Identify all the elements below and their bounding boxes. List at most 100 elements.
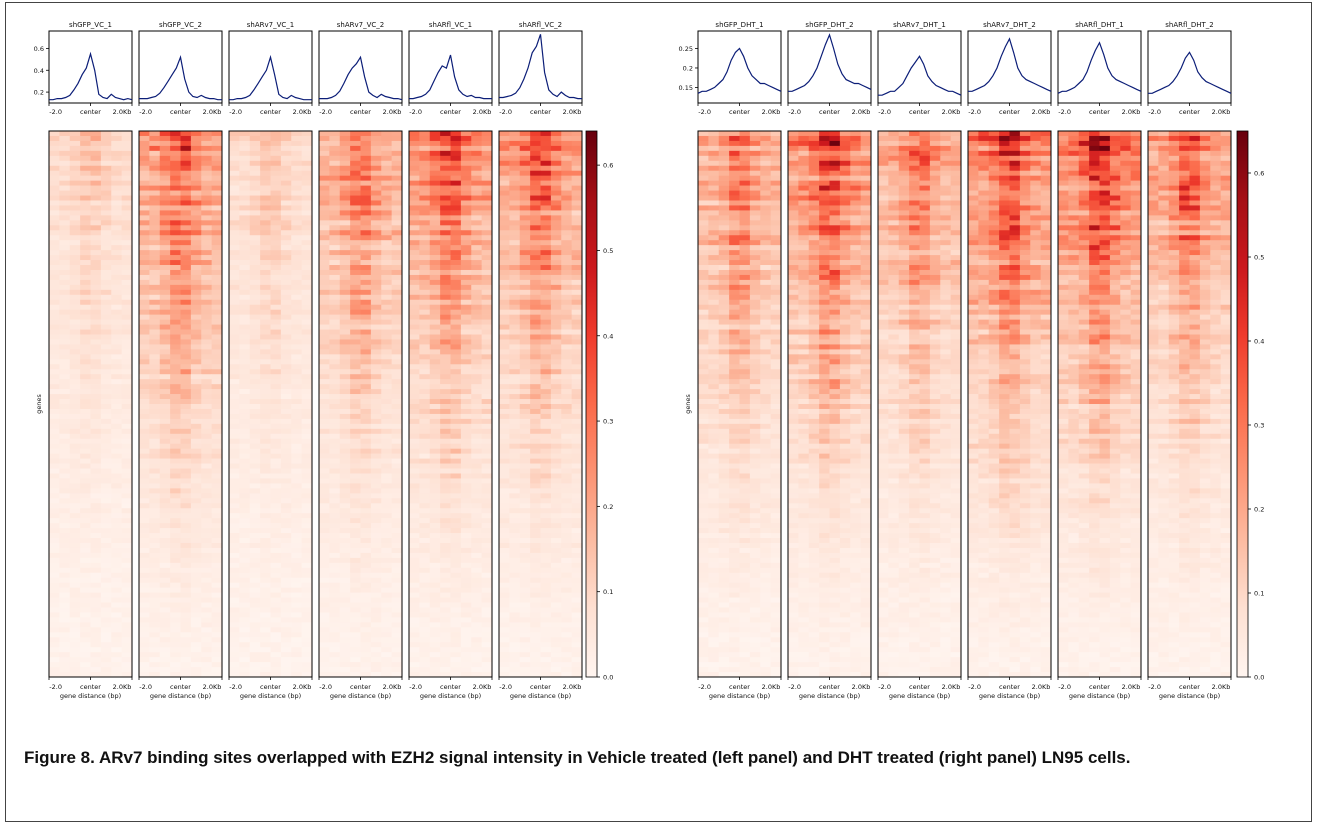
heatmap-cell bbox=[180, 185, 192, 191]
heatmap-cell bbox=[90, 289, 102, 296]
heatmap-cell bbox=[90, 195, 102, 201]
heatmap-cell bbox=[211, 344, 223, 350]
heatmap-cell bbox=[419, 518, 431, 524]
heatmap-cell bbox=[59, 652, 71, 658]
heatmap-cell bbox=[509, 140, 521, 147]
heatmap-cell bbox=[519, 225, 531, 231]
heatmap-cell bbox=[291, 265, 303, 271]
heatmap-cell bbox=[80, 135, 91, 142]
heatmap-cell bbox=[239, 255, 251, 261]
heatmap-cell bbox=[519, 245, 531, 251]
heatmap-cell bbox=[499, 359, 510, 365]
heatmap-cell bbox=[370, 289, 382, 296]
heatmap-cell bbox=[409, 592, 420, 598]
heatmap-cell bbox=[291, 135, 303, 142]
heatmap-cell bbox=[319, 528, 330, 534]
heatmap-cell bbox=[229, 185, 240, 191]
heatmap-cell bbox=[270, 160, 282, 167]
heatmap-cell bbox=[49, 547, 60, 554]
heatmap-cell bbox=[90, 498, 102, 504]
heatmap-cell bbox=[190, 155, 202, 162]
heatmap-cell bbox=[450, 170, 462, 176]
heatmap-cell bbox=[429, 235, 441, 241]
heatmap-cell bbox=[49, 627, 60, 633]
heatmap-cell bbox=[391, 622, 403, 628]
heatmap-cell bbox=[381, 175, 393, 181]
heatmap-cell bbox=[370, 344, 382, 350]
heatmap-cell bbox=[370, 329, 382, 335]
heatmap-cell bbox=[121, 562, 133, 569]
heatmap-cell bbox=[429, 418, 441, 425]
heatmap-cell bbox=[260, 523, 271, 529]
heatmap-cell bbox=[561, 399, 573, 405]
heatmap-cell bbox=[419, 622, 431, 628]
heatmap-cell bbox=[249, 220, 261, 226]
heatmap-cell bbox=[409, 205, 420, 211]
heatmap-cell bbox=[260, 399, 271, 405]
heatmap-cell bbox=[339, 379, 351, 385]
heatmap-cell bbox=[139, 260, 150, 266]
heatmap-cell bbox=[350, 597, 361, 603]
heatmap-cell bbox=[201, 597, 213, 603]
heatmap-cell bbox=[440, 319, 451, 325]
heatmap-cell bbox=[350, 498, 361, 504]
heatmap-cell bbox=[339, 483, 351, 489]
heatmap-cell bbox=[350, 627, 361, 633]
heatmap-cell bbox=[170, 284, 181, 291]
heatmap-cell bbox=[260, 279, 271, 286]
heatmap-cell bbox=[229, 423, 240, 430]
heatmap-cell bbox=[339, 150, 351, 157]
heatmap-cell bbox=[170, 220, 181, 226]
heatmap-cell bbox=[460, 542, 472, 549]
heatmap-cell bbox=[90, 240, 102, 246]
heatmap-cell bbox=[291, 458, 303, 464]
heatmap-cell bbox=[561, 334, 573, 340]
heatmap-cell bbox=[100, 131, 112, 137]
heatmap-cell bbox=[319, 314, 330, 320]
heatmap-cell bbox=[291, 672, 303, 678]
heatmap-cell bbox=[100, 572, 112, 579]
heatmap-cell bbox=[370, 215, 382, 221]
heatmap-cell bbox=[429, 428, 441, 435]
heatmap-cell bbox=[471, 304, 483, 310]
heatmap-cell bbox=[440, 195, 451, 201]
heatmap-cell bbox=[239, 329, 251, 335]
heatmap-cell bbox=[409, 672, 420, 678]
heatmap-cell bbox=[280, 255, 292, 261]
heatmap-cell bbox=[329, 399, 341, 405]
heatmap-cell bbox=[111, 170, 123, 176]
heatmap-cell bbox=[201, 572, 213, 579]
heatmap-cell bbox=[339, 284, 351, 291]
heatmap-cell bbox=[190, 309, 202, 315]
heatmap-cell bbox=[180, 528, 192, 534]
heatmap-cell bbox=[391, 657, 403, 663]
heatmap-cell bbox=[90, 250, 102, 256]
heatmap-cell bbox=[80, 205, 91, 211]
heatmap-cell bbox=[211, 592, 223, 598]
heatmap-cell bbox=[429, 533, 441, 539]
heatmap-cell bbox=[59, 359, 71, 365]
heatmap-cell bbox=[180, 165, 192, 172]
heatmap-cell bbox=[550, 374, 562, 380]
heatmap-cell bbox=[69, 364, 81, 370]
heatmap-cell bbox=[149, 542, 161, 549]
heatmap-cell bbox=[319, 155, 330, 162]
heatmap-cell bbox=[260, 607, 271, 613]
heatmap-cell bbox=[121, 175, 133, 181]
heatmap-cell bbox=[121, 667, 133, 673]
heatmap-cell bbox=[170, 592, 181, 598]
heatmap-cell bbox=[239, 170, 251, 176]
heatmap-cell bbox=[149, 637, 161, 643]
heatmap-cell bbox=[121, 160, 133, 167]
heatmap-cell bbox=[460, 513, 472, 519]
heatmap-cell bbox=[201, 279, 213, 286]
heatmap-cell bbox=[481, 200, 493, 206]
heatmap-cell bbox=[211, 448, 223, 454]
heatmap-cell bbox=[69, 294, 81, 301]
heatmap-cell bbox=[190, 279, 202, 286]
heatmap-cell bbox=[80, 503, 91, 509]
heatmap-cell bbox=[121, 140, 133, 147]
heatmap-cell bbox=[280, 399, 292, 405]
heatmap-cell bbox=[90, 394, 102, 400]
heatmap-cell bbox=[260, 329, 271, 335]
